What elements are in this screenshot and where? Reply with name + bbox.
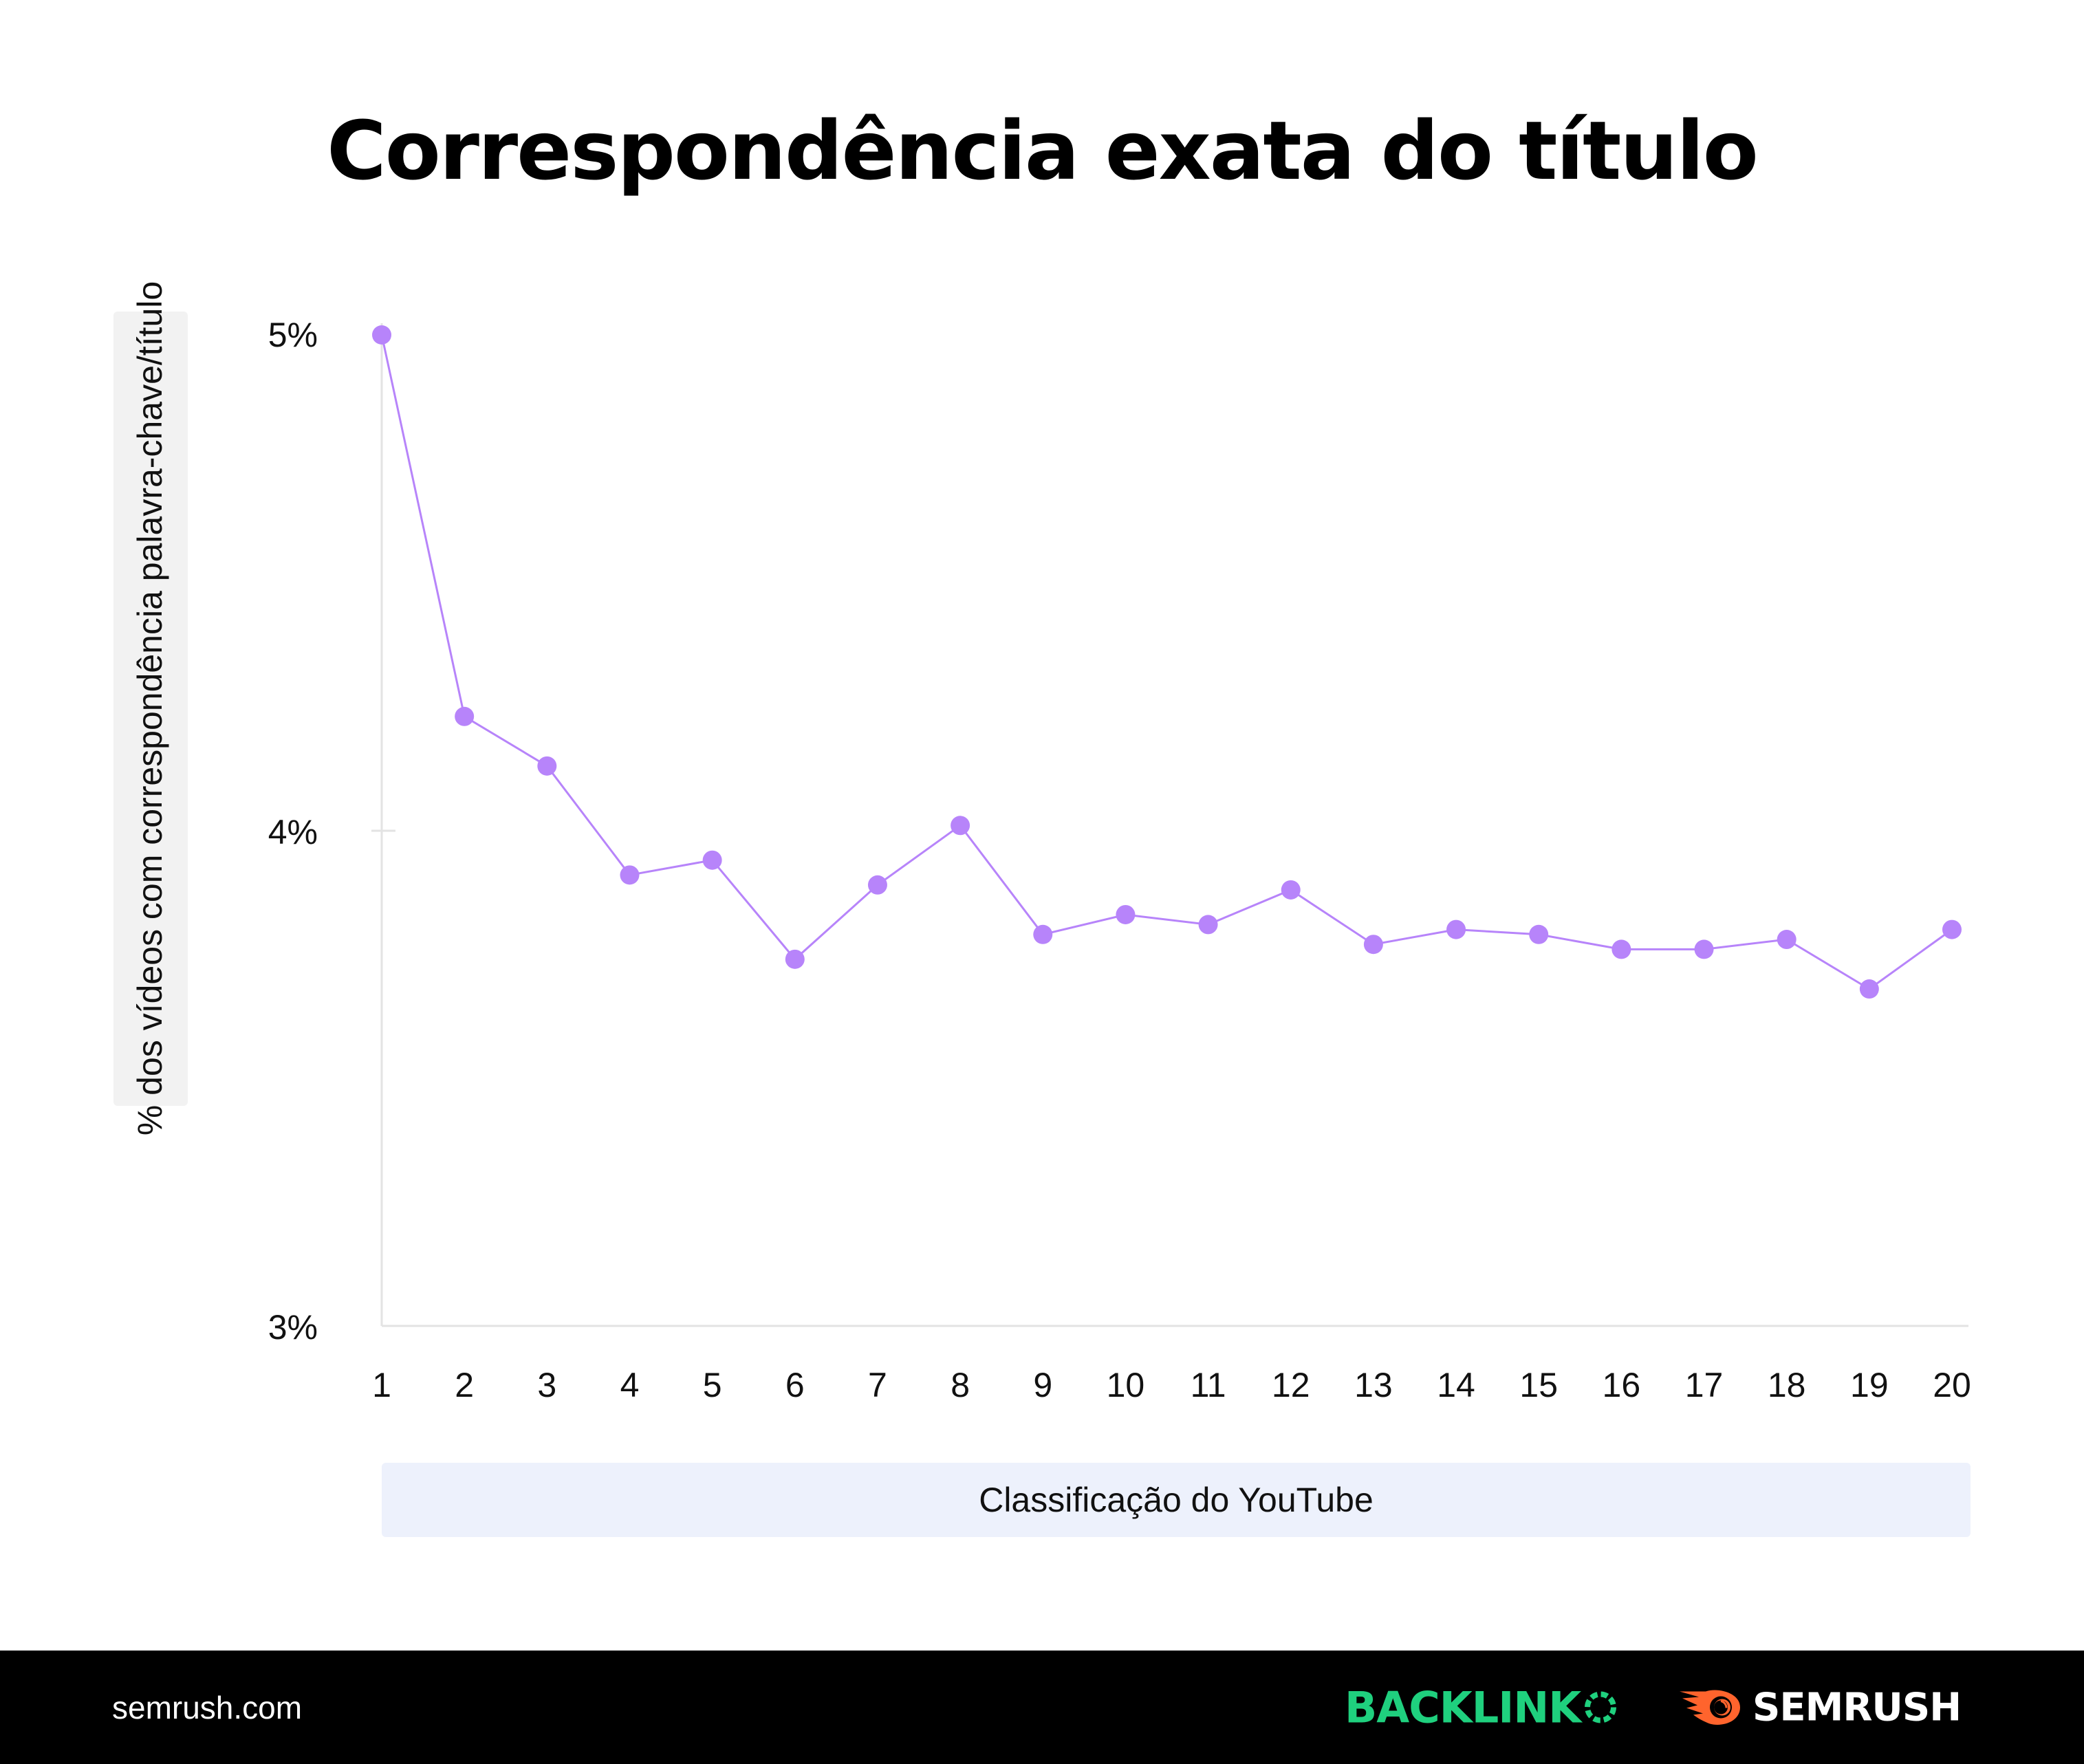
x-tick-label: 20 xyxy=(1933,1366,1971,1404)
x-tick-label: 17 xyxy=(1684,1366,1724,1404)
data-point xyxy=(620,865,640,885)
x-tick-label: 5 xyxy=(702,1366,722,1404)
data-point xyxy=(1859,979,1879,999)
data-point xyxy=(1363,935,1383,955)
y-tick-4: 4% xyxy=(268,813,318,851)
backlinko-ring-icon xyxy=(1585,1691,1617,1723)
semrush-fireball-icon xyxy=(1680,1690,1740,1725)
y-tick-5: 5% xyxy=(268,316,318,354)
data-point xyxy=(455,706,475,726)
x-tick-label: 3 xyxy=(537,1366,557,1404)
data-point xyxy=(1033,924,1053,944)
x-tick-label: 2 xyxy=(455,1366,475,1404)
footer-url: semrush.com xyxy=(112,1689,303,1725)
chart-title: Correspondência exata do título xyxy=(327,103,1759,198)
data-point xyxy=(867,875,887,895)
x-tick-label: 4 xyxy=(620,1366,640,1404)
y-axis-label-background xyxy=(113,312,188,1106)
data-point xyxy=(951,816,970,836)
x-tick-label: 10 xyxy=(1106,1366,1145,1404)
data-point xyxy=(1611,939,1631,959)
data-point xyxy=(1446,919,1466,939)
x-tick-label: 18 xyxy=(1767,1366,1806,1404)
x-axis-label: Classificação do YouTube xyxy=(979,1481,1374,1519)
data-point xyxy=(785,949,805,969)
data-point xyxy=(1942,919,1962,939)
data-point xyxy=(1198,915,1218,935)
data-point xyxy=(702,850,722,870)
data-point xyxy=(1777,930,1797,950)
x-tick-label: 19 xyxy=(1850,1366,1889,1404)
data-point xyxy=(1694,939,1714,959)
x-tick-label: 12 xyxy=(1271,1366,1310,1404)
data-point xyxy=(1116,904,1136,924)
footer-bar: semrush.com BACKLINK SEMRUSH xyxy=(0,1651,2084,1764)
data-point xyxy=(1281,880,1301,900)
x-tick-label: 15 xyxy=(1519,1366,1559,1404)
x-tick-label: 8 xyxy=(951,1366,970,1404)
y-tick-3: 3% xyxy=(268,1308,318,1347)
x-tick-label: 6 xyxy=(785,1366,805,1404)
series-points xyxy=(372,325,1962,999)
data-point xyxy=(1529,924,1549,944)
x-tick-label: 13 xyxy=(1354,1366,1393,1404)
x-tick-label: 9 xyxy=(1033,1366,1053,1404)
semrush-wordmark: SEMRUSH xyxy=(1752,1685,1962,1730)
backlinko-logo: BACKLINK xyxy=(1345,1682,1618,1732)
series-line xyxy=(380,334,1953,990)
x-tick-label: 1 xyxy=(372,1366,391,1404)
data-point xyxy=(372,325,391,345)
x-tick-label: 16 xyxy=(1602,1366,1641,1404)
x-tick-label: 11 xyxy=(1190,1366,1226,1404)
backlinko-wordmark: BACKLINK xyxy=(1345,1682,1581,1732)
x-tick-label: 7 xyxy=(868,1366,887,1404)
x-tick-label: 14 xyxy=(1437,1366,1475,1404)
x-axis-label-box: Classificação do YouTube xyxy=(382,1463,1971,1537)
semrush-logo: SEMRUSH xyxy=(1678,1685,1962,1730)
data-point xyxy=(537,756,557,776)
